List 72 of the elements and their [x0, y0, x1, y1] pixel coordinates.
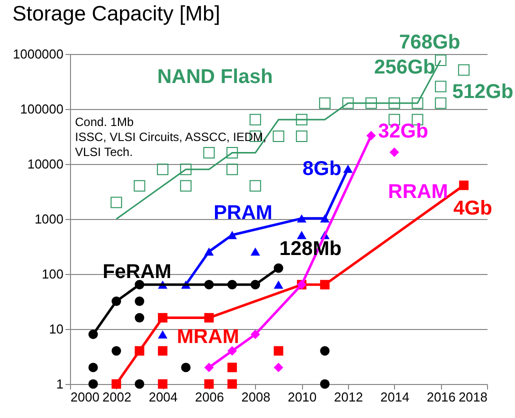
x-tick-label: 2010: [288, 390, 317, 404]
y-tick-label: 1000000: [12, 46, 64, 62]
y-tick-label: 10: [49, 322, 64, 336]
annotation: 32Gb: [378, 120, 428, 143]
x-tick-label: 2004: [148, 390, 178, 404]
y-tick-label: 100000: [20, 102, 64, 116]
series-label: FeRAM: [102, 261, 172, 283]
point: [412, 97, 424, 109]
series-label: PRAM: [214, 202, 272, 224]
point: [180, 180, 192, 192]
x-tick-label: 2008: [241, 390, 270, 404]
annotation: 256Gb: [374, 56, 436, 79]
point: [274, 346, 284, 356]
point: [227, 362, 237, 372]
annotation: 768Gb: [399, 31, 460, 54]
point: [296, 114, 308, 126]
point: [388, 97, 400, 109]
chart-title: Storage Capacity [Mb]: [12, 2, 220, 26]
point: [156, 164, 168, 176]
x-tick-label: 2018: [458, 390, 488, 404]
point: [320, 379, 330, 389]
point: [342, 97, 354, 109]
point: [158, 346, 168, 356]
point: [365, 97, 377, 109]
annotation: 512Gb: [452, 80, 514, 103]
point: [112, 346, 122, 356]
point: [181, 362, 191, 372]
point: [296, 230, 306, 240]
point: [88, 362, 98, 372]
y-tick-label: 10000: [27, 156, 64, 172]
point: [458, 64, 470, 76]
point: [227, 379, 237, 389]
point: [88, 379, 98, 389]
point: [272, 130, 284, 142]
point: [204, 379, 214, 389]
point: [434, 54, 446, 66]
x-tick-label: 2014: [380, 390, 410, 404]
x-tick-label: 2006: [195, 390, 224, 404]
point: [203, 147, 215, 159]
point: [226, 147, 238, 159]
point: [319, 97, 331, 109]
point: [134, 379, 144, 389]
point: [274, 362, 284, 372]
y-tick-label: 1000: [34, 212, 64, 226]
point: [158, 330, 168, 338]
point: [180, 164, 192, 176]
y-tick-label: 100: [42, 266, 64, 282]
point: [434, 97, 446, 109]
point: [250, 114, 262, 126]
point: [390, 147, 400, 157]
series-label: RRAM: [388, 181, 448, 203]
series-label: NAND Flash: [157, 66, 273, 88]
annotation: 8Gb: [302, 158, 342, 180]
point: [250, 180, 262, 192]
point: [274, 280, 284, 289]
point: [296, 130, 308, 142]
x-tick-label: 2012: [334, 390, 363, 404]
series-label: MRAM: [176, 326, 240, 348]
x-tick-label: 2000: [70, 390, 100, 404]
point: [110, 196, 122, 208]
point: [226, 164, 238, 176]
point: [320, 346, 330, 356]
point: [134, 296, 144, 306]
point: [434, 80, 446, 92]
point: [134, 180, 146, 192]
x-tick-label: 2002: [102, 390, 132, 404]
point: [158, 379, 168, 389]
point: [250, 247, 260, 256]
y-tick-label: 1: [56, 376, 64, 392]
point: [134, 313, 144, 323]
annotation: 4Gb: [453, 197, 492, 220]
x-tick-label: 2016: [426, 390, 456, 404]
